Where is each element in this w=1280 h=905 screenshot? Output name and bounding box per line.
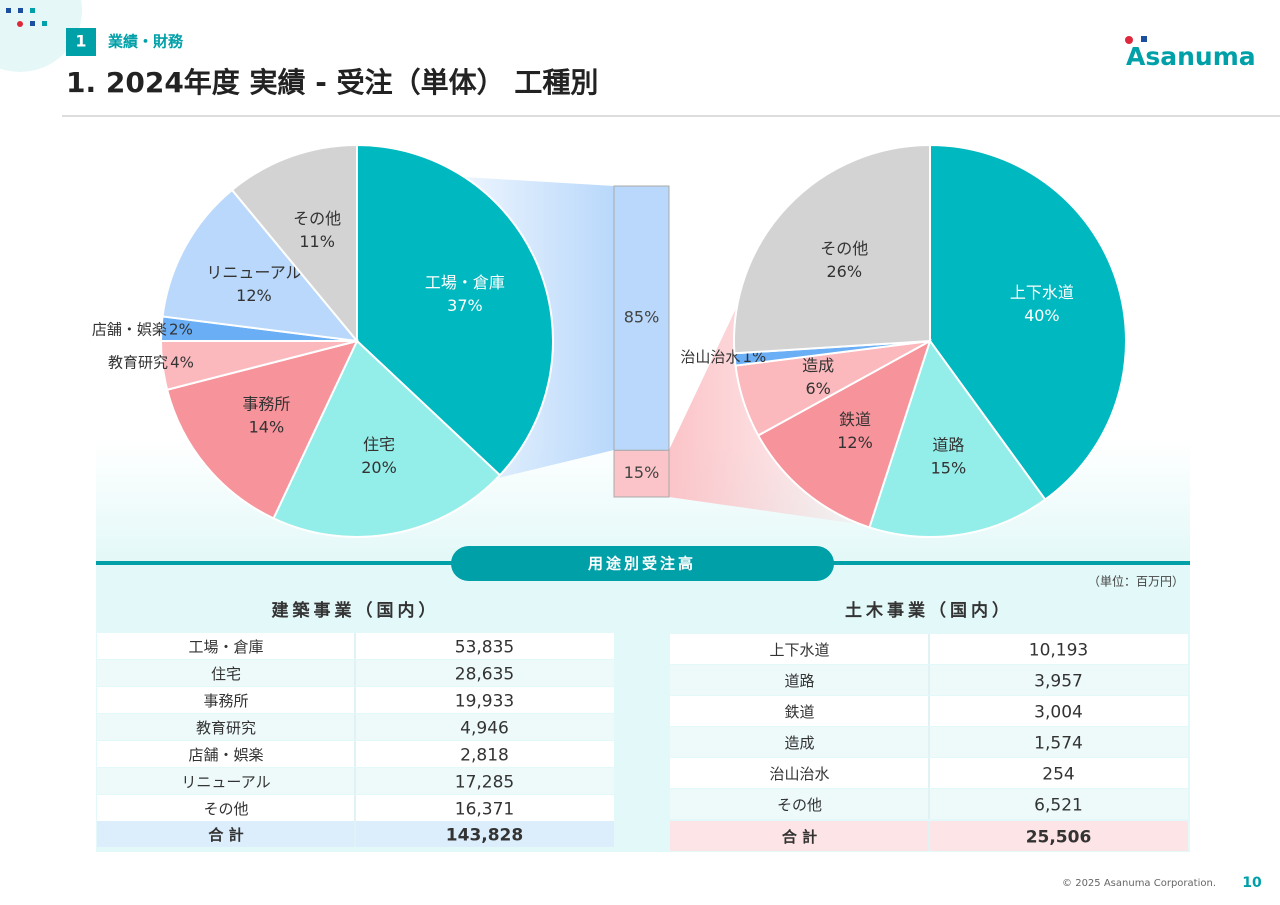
bar-value: 85% (624, 308, 660, 327)
table-label: 店舗・娯楽 (188, 746, 263, 764)
slice-label: 道路 (932, 436, 964, 455)
slice-label: その他 (820, 239, 868, 258)
pie-slice (929, 143, 1127, 501)
table-value: 4,946 (460, 719, 509, 739)
pie-slice (356, 143, 554, 477)
pie-slice (733, 143, 931, 355)
table-header: 土木事業（国内） (845, 600, 1013, 621)
table-label: その他 (203, 800, 248, 818)
table-value: 3,004 (1034, 703, 1083, 723)
slice-label: 工場・倉庫 (425, 273, 505, 292)
table-value: 1,574 (1034, 734, 1083, 754)
table-value: 6,521 (1034, 796, 1083, 816)
section-name: 業績・財務 (107, 33, 184, 51)
slice-value: 20% (361, 458, 397, 477)
table-label: リニューアル (181, 773, 270, 791)
slice-label: 教育研究 (108, 354, 168, 372)
copyright: © 2025 Asanuma Corporation. (1062, 878, 1216, 889)
table-value: 3,957 (1034, 672, 1083, 692)
table-label: 事務所 (203, 692, 248, 710)
table-label: 治山治水 (769, 765, 829, 783)
slice-value: 12% (236, 286, 272, 305)
corner-deco (0, 0, 82, 72)
bar-segment (613, 449, 670, 498)
pie-slice (165, 339, 359, 520)
table-label: 鉄道 (784, 703, 814, 721)
table-value: 53,835 (455, 638, 514, 658)
band-label: 用途別受注高 (588, 555, 696, 573)
slice-label: リニューアル (206, 263, 301, 282)
slice-value: 2% (169, 320, 193, 338)
pie-slice (272, 339, 502, 538)
slice-label: その他 (293, 209, 341, 228)
section-number: 1 (75, 32, 86, 51)
logo-dot (1125, 36, 1133, 44)
page-number: 10 (1242, 875, 1262, 891)
pie-slice (756, 338, 932, 529)
table-label: 上下水道 (769, 641, 829, 659)
table-value: 25,506 (1026, 828, 1092, 848)
table-value: 28,635 (455, 665, 514, 685)
table-value: 254 (1042, 765, 1074, 785)
table-label: 合 計 (781, 828, 817, 846)
slice-value: 14% (249, 417, 285, 436)
table-label: 合 計 (207, 826, 243, 844)
slice-value: 40% (1024, 306, 1060, 325)
slice-value: 15% (931, 459, 967, 478)
slide-title: 1. 2024年度 実績 - 受注（単体） 工種別 (66, 66, 598, 99)
pie-slice (161, 188, 360, 343)
table-label: 道路 (784, 672, 814, 690)
pie-slice (868, 338, 1047, 538)
band-pill (451, 546, 834, 581)
slice-label: 造成 (802, 356, 834, 375)
table-value: 10,193 (1029, 641, 1088, 661)
bar-segment (613, 185, 670, 451)
table-label: 教育研究 (196, 719, 256, 737)
table-label: 住宅 (211, 665, 241, 683)
slice-label: 治山治水 (680, 348, 740, 366)
table-value: 19,933 (455, 692, 514, 712)
section-badge (66, 28, 96, 56)
slice-value: 37% (447, 296, 483, 315)
slice-value: 6% (805, 379, 830, 398)
slice-label: 鉄道 (839, 410, 871, 429)
slice-label: 事務所 (242, 394, 290, 413)
slice-label: 店舗・娯楽 (92, 320, 167, 338)
unit-label: （単位：百万円） (1088, 574, 1184, 589)
table-label: 工場・倉庫 (188, 638, 263, 656)
pie-slice (230, 143, 358, 344)
bar-value: 15% (624, 463, 660, 482)
table-header: 建築事業（国内） (272, 600, 440, 621)
table-label: 造成 (784, 734, 814, 752)
logo-square (1141, 36, 1147, 42)
slice-label: 住宅 (363, 435, 395, 454)
table-value: 2,818 (460, 746, 509, 766)
table-value: 16,371 (455, 800, 514, 820)
table-value: 143,828 (446, 826, 523, 846)
slice-label: 上下水道 (1010, 283, 1074, 302)
table-label: その他 (777, 796, 822, 814)
table-value: 17,285 (455, 773, 514, 793)
connector-pink (669, 300, 865, 525)
slice-value: 11% (299, 232, 335, 251)
slice-value: 26% (826, 262, 862, 281)
slice-value: 4% (170, 354, 194, 372)
slice-value: 12% (837, 433, 873, 452)
logo: Asanuma (1126, 42, 1256, 71)
dots (6, 8, 47, 27)
